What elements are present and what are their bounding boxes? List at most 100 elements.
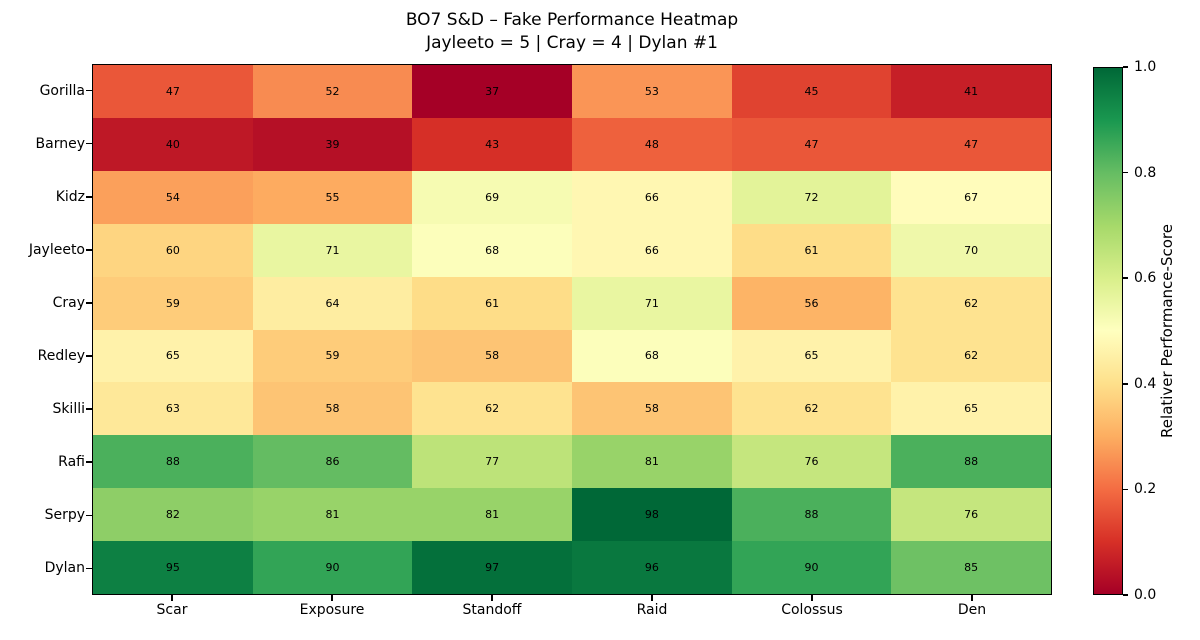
heatmap-cell: 97 bbox=[412, 541, 572, 594]
y-tick-label: Redley bbox=[37, 348, 85, 365]
cell-value: 64 bbox=[325, 296, 340, 310]
heatmap-cell: 70 bbox=[891, 223, 1051, 277]
y-tick-label: Barney bbox=[35, 135, 85, 152]
heatmap-grid: 47 52 37 53 45 41 40 39 43 48 47 47 54 55 69 66 72 67 60 71… bbox=[92, 64, 1052, 595]
heatmap-cell: 88 bbox=[891, 435, 1051, 489]
cell-value: 70 bbox=[964, 243, 979, 257]
heatmap-cell: 96 bbox=[572, 541, 732, 594]
cell-value: 81 bbox=[325, 508, 340, 522]
cell-value: 53 bbox=[644, 84, 659, 98]
heatmap-cell: 48 bbox=[572, 117, 732, 171]
colorbar-tick-mark bbox=[1123, 594, 1128, 596]
cell-value: 62 bbox=[964, 296, 979, 310]
x-tick-mark bbox=[331, 595, 333, 601]
cell-value: 47 bbox=[165, 84, 180, 98]
cell-value: 63 bbox=[165, 402, 180, 416]
cell-value: 90 bbox=[804, 561, 819, 575]
x-tick-mark bbox=[491, 595, 493, 601]
cell-value: 62 bbox=[964, 349, 979, 363]
cell-value: 39 bbox=[325, 137, 340, 151]
heatmap-cell: 65 bbox=[731, 329, 892, 383]
colorbar-tick-label: 0.6 bbox=[1134, 270, 1157, 287]
heatmap-cell: 54 bbox=[93, 170, 253, 224]
y-tick-mark bbox=[86, 142, 92, 145]
x-tick-label: Standoff bbox=[462, 602, 522, 618]
y-tick-label: Jayleeto bbox=[28, 241, 85, 258]
cell-value: 40 bbox=[165, 137, 180, 151]
cell-value: 69 bbox=[485, 190, 500, 204]
cell-value: 88 bbox=[964, 455, 979, 469]
heatmap-cell: 61 bbox=[731, 223, 892, 277]
cell-value: 60 bbox=[165, 243, 180, 257]
x-tick-mark bbox=[651, 595, 653, 601]
heatmap-cell: 47 bbox=[93, 65, 253, 118]
heatmap-cell: 72 bbox=[731, 170, 892, 224]
cell-value: 95 bbox=[165, 561, 180, 575]
x-tick-mark bbox=[811, 595, 813, 601]
heatmap-cell: 65 bbox=[891, 382, 1051, 436]
heatmap-cell: 59 bbox=[93, 276, 253, 330]
heatmap-cell: 69 bbox=[412, 170, 572, 224]
x-tick-mark bbox=[171, 595, 173, 601]
cell-value: 55 bbox=[325, 190, 340, 204]
cell-value: 76 bbox=[804, 455, 819, 469]
colorbar-tick-label: 0.4 bbox=[1134, 375, 1157, 392]
heatmap-cell: 61 bbox=[412, 276, 572, 330]
heatmap-cell: 66 bbox=[572, 223, 732, 277]
y-tick-mark bbox=[86, 408, 92, 410]
cell-value: 68 bbox=[644, 349, 659, 363]
x-tick-label: Raid bbox=[636, 602, 668, 618]
cell-value: 45 bbox=[804, 84, 819, 98]
y-tick-mark bbox=[86, 302, 92, 304]
colorbar-tick-label: 0.2 bbox=[1134, 481, 1157, 498]
cell-value: 56 bbox=[804, 296, 819, 310]
x-tick-label: Exposure bbox=[299, 602, 365, 618]
heatmap-cell: 77 bbox=[412, 435, 572, 489]
cell-value: 72 bbox=[804, 190, 819, 204]
heatmap-cell: 65 bbox=[93, 329, 253, 383]
cell-value: 96 bbox=[644, 561, 659, 575]
colorbar-tick-mark bbox=[1123, 171, 1128, 174]
cell-value: 88 bbox=[165, 455, 180, 469]
heatmap-cell: 40 bbox=[93, 117, 253, 171]
heatmap-cell: 62 bbox=[731, 382, 892, 436]
cell-value: 65 bbox=[964, 402, 979, 416]
heatmap-cell: 81 bbox=[572, 435, 732, 489]
cell-value: 61 bbox=[804, 243, 819, 257]
y-tick-label: Cray bbox=[52, 294, 85, 311]
heatmap-cell: 43 bbox=[412, 117, 572, 171]
colorbar-tick-label: 0.8 bbox=[1134, 164, 1157, 181]
heatmap-cell: 71 bbox=[572, 276, 732, 330]
heatmap-cell: 88 bbox=[93, 435, 253, 489]
heatmap-cell: 39 bbox=[252, 117, 413, 171]
heatmap-cell: 82 bbox=[93, 488, 253, 542]
heatmap-cell: 90 bbox=[731, 541, 892, 594]
heatmap-cell: 37 bbox=[412, 65, 572, 118]
colorbar-tick-mark bbox=[1123, 66, 1128, 68]
heatmap-cell: 68 bbox=[572, 329, 732, 383]
y-tick-mark bbox=[86, 514, 92, 517]
x-tick-mark bbox=[971, 595, 973, 601]
heatmap-cell: 58 bbox=[572, 382, 732, 436]
cell-value: 65 bbox=[804, 349, 819, 363]
heatmap-cell: 88 bbox=[731, 488, 892, 542]
chart-subtitle: Jayleeto = 5 | Cray = 4 | Dylan #1 bbox=[426, 33, 718, 53]
heatmap-cell: 76 bbox=[731, 435, 892, 489]
y-tick-mark bbox=[86, 249, 92, 251]
y-tick-mark bbox=[86, 89, 92, 92]
cell-value: 86 bbox=[325, 455, 340, 469]
heatmap-cell: 41 bbox=[891, 65, 1051, 118]
cell-value: 77 bbox=[485, 455, 500, 469]
heatmap-cell: 81 bbox=[412, 488, 572, 542]
heatmap-cell: 64 bbox=[252, 276, 413, 330]
heatmap-cell: 85 bbox=[891, 541, 1051, 594]
colorbar-tick-mark bbox=[1123, 383, 1128, 385]
heatmap-cell: 86 bbox=[252, 435, 413, 489]
y-tick-label: Rafi bbox=[58, 454, 85, 471]
cell-value: 59 bbox=[165, 296, 180, 310]
cell-value: 71 bbox=[325, 243, 340, 257]
cell-value: 58 bbox=[485, 349, 500, 363]
cell-value: 43 bbox=[485, 137, 500, 151]
y-tick-mark bbox=[86, 461, 92, 464]
heatmap-cell: 62 bbox=[891, 329, 1051, 383]
